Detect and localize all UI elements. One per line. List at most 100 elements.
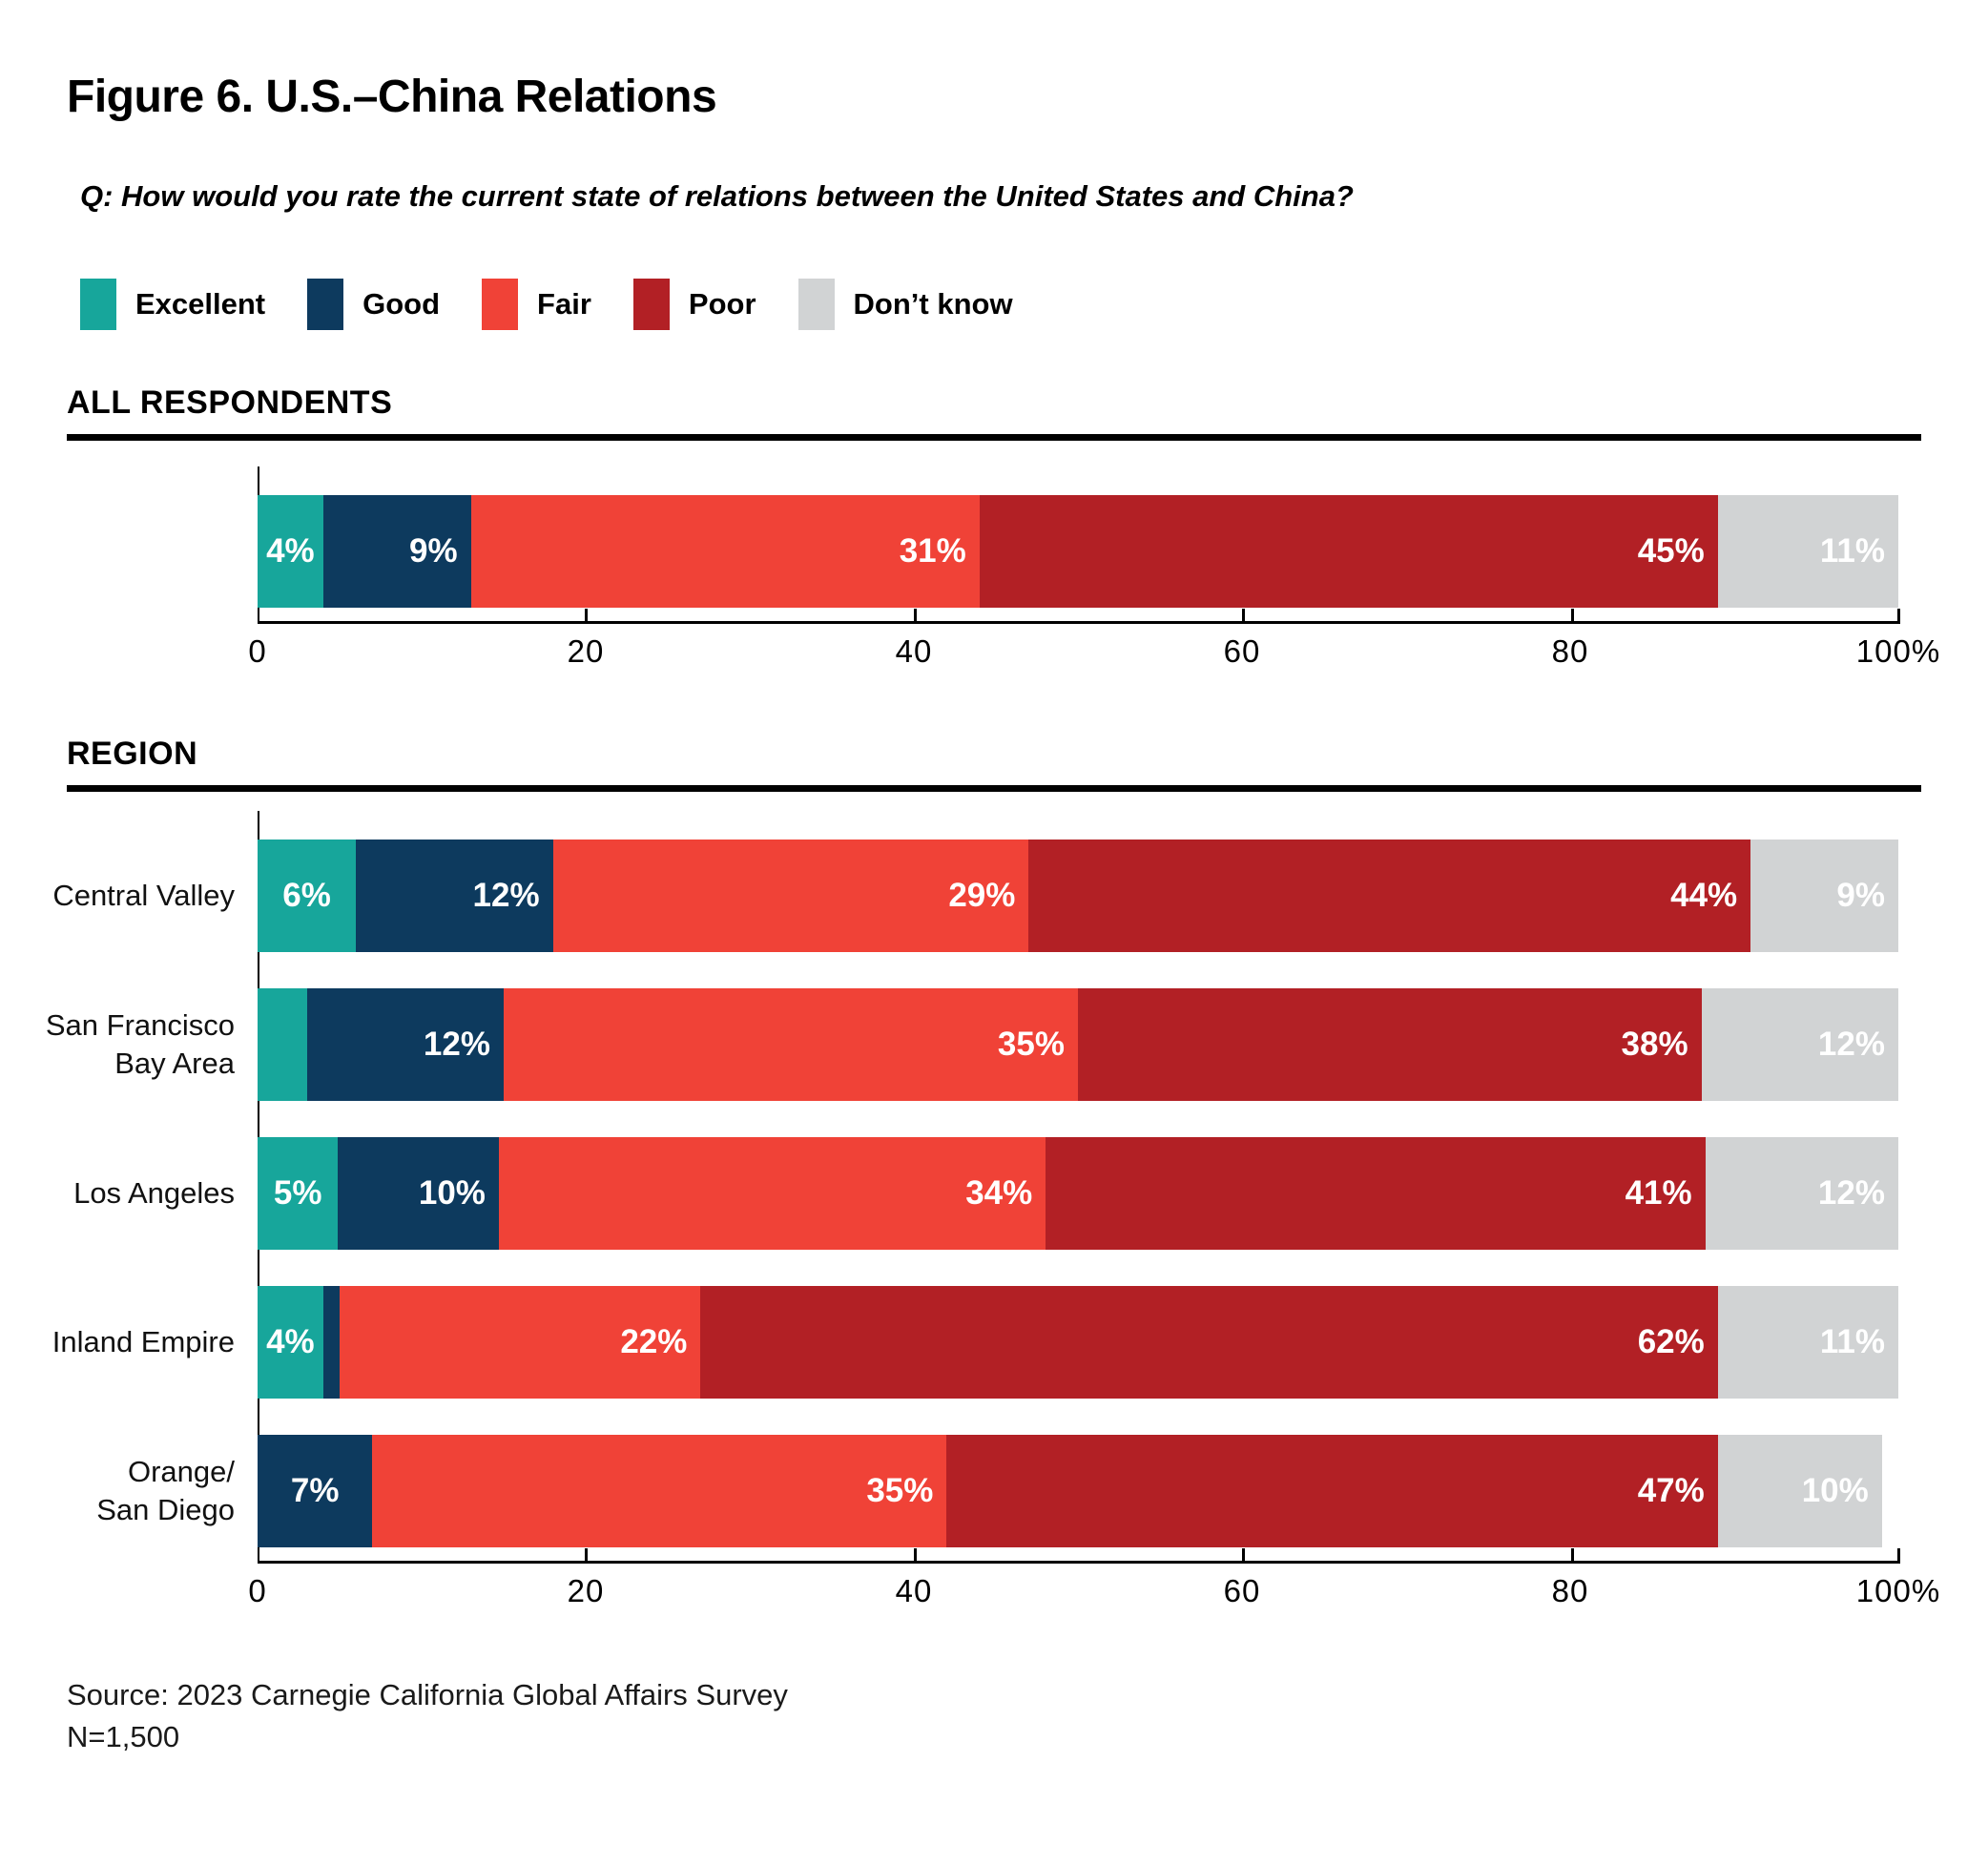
row-label: Orange/San Diego [96,1455,235,1527]
legend-label: Poor [688,287,756,321]
bar-segment-good [322,1286,340,1400]
x-axis-tick [913,609,917,625]
bar-row: Orange/San Diego 7% 35% 47% 10% [96,1435,1898,1548]
bar-value-label: 45% [1637,532,1705,570]
bar-segment-dont-know: 12% [1705,1137,1898,1251]
x-axis-tick [913,1548,917,1565]
bar-group-region: Central Valley 6% 12% 29% 44% 9% San Francisco… [46,840,1898,1548]
section-divider [67,785,1921,793]
bar-group-all-respondents: 4% 9% 31% 45% 11% [258,495,1898,609]
x-axis-tick [1242,609,1246,625]
bar-segment-good: 12% [306,988,504,1102]
x-axis-tick-labels: 0 20 40 60 80 100% [248,1573,1939,1611]
bar-value-label: 9% [1836,877,1885,915]
bar-value-label: 9% [409,532,458,570]
x-axis-tick-label: 100% [1855,1573,1941,1609]
bar-segment-fair: 29% [552,840,1029,953]
bar-segment-excellent [258,988,307,1102]
bar-segment-fair: 35% [372,1435,947,1548]
legend-item-poor: Poor [632,279,756,331]
bar-segment-fair: 35% [503,988,1078,1102]
bar-value-label: 12% [1817,1026,1885,1064]
x-axis-tick [1570,1548,1574,1565]
bar-segment-dont-know: 12% [1701,988,1898,1102]
x-axis-tick-label: 0 [248,633,267,670]
legend-item-excellent: Excellent [80,279,265,331]
bar-value-label: 35% [866,1472,934,1510]
bar-value-label: 41% [1625,1174,1692,1213]
bar-value-label: 11% [1819,532,1885,570]
row-label: Los Angeles [73,1176,235,1211]
x-axis-tick-label: 80 [1551,1573,1589,1609]
section-divider [67,434,1921,442]
bar-value-label: 4% [266,532,315,570]
bar-value-label: 7% [290,1472,340,1510]
legend-swatch-good [307,279,344,331]
bar-value-label: 5% [273,1174,322,1213]
legend-swatch-poor [632,279,670,331]
bar-value-label: 35% [997,1026,1065,1064]
x-axis-tick-label: 60 [1223,633,1261,670]
x-axis-tick-label: 60 [1223,1573,1261,1609]
x-axis-tick-label: 20 [567,1573,605,1609]
bar-value-label: 12% [1817,1174,1885,1213]
row-label: San Francisco Bay Area [45,1008,235,1081]
bar-value-label: 31% [899,532,966,570]
bar-value-label: 44% [1670,877,1738,915]
bar-segment-fair: 22% [339,1286,701,1400]
bar-value-label: 12% [423,1026,490,1064]
bar-segment-excellent: 4% [258,1286,323,1400]
bar-value-label: 12% [472,877,540,915]
bar-row: Los Angeles 5% 10% 34% 41% 12% [73,1137,1898,1251]
legend-swatch-dont-know [797,279,835,331]
legend-label: Don’t know [853,287,1013,321]
bar-value-label: 10% [1801,1472,1869,1510]
legend-swatch-fair [482,279,519,331]
bar-value-label: 4% [266,1323,315,1361]
x-axis-tick-label: 100% [1855,633,1941,670]
source-line: Source: 2023 Carnegie California Global … [67,1678,788,1712]
x-axis-tick-label: 40 [895,633,933,670]
bar-segment-good: 7% [258,1435,373,1548]
bar-row: 4% 9% 31% 45% 11% [258,495,1898,609]
bar-segment-excellent: 5% [258,1137,339,1251]
source-note: Source: 2023 Carnegie California Global … [67,1674,1921,1758]
x-axis-tick [1897,609,1900,625]
bar-segment-poor: 38% [1077,988,1702,1102]
legend-item-good: Good [307,279,441,331]
bar-value-label: 29% [948,877,1016,915]
bar-value-label: 11% [1819,1323,1885,1361]
sample-size: N=1,500 [67,1720,180,1754]
x-axis-tick [585,609,589,625]
x-axis-tick-label: 80 [1551,633,1589,670]
legend-item-fair: Fair [482,279,591,331]
bar-row: San Francisco Bay Area 12% 35% 38% 12% [46,988,1898,1102]
chart-legend: Excellent Good Fair Poor Don’t know [67,279,1921,331]
bar-value-label: 47% [1637,1472,1705,1510]
bar-value-label: 34% [965,1174,1033,1213]
bar-segment-good: 9% [322,495,471,609]
bar-segment-fair: 34% [498,1137,1046,1251]
bar-segment-poor: 47% [946,1435,1718,1548]
bar-segment-poor: 62% [700,1286,1718,1400]
section-header-all-respondents: ALL RESPONDENTS [67,384,393,422]
bar-segment-dont-know: 9% [1750,840,1898,953]
bar-row: Inland Empire 4% 22% 62% 11% [52,1286,1898,1400]
x-axis-tick-label: 40 [895,1573,933,1609]
chart-all-respondents: 4% 9% 31% 45% 11% 0 20 40 60 80 100% [248,466,1939,672]
bar-segment-poor: 41% [1046,1137,1706,1251]
bar-segment-poor: 45% [979,495,1718,609]
figure-title: Figure 6. U.S.–China Relations [67,72,717,122]
legend-label: Good [362,287,441,321]
row-label: Central Valley [52,879,235,913]
legend-item-dont-know: Don’t know [797,279,1013,331]
x-axis-tick [1570,609,1574,625]
legend-swatch-excellent [80,279,116,331]
x-axis-tick-labels: 0 20 40 60 80 100% [248,633,1939,672]
legend-label: Fair [537,287,591,321]
bar-value-label: 6% [282,877,331,915]
x-axis-tick-label: 0 [248,1573,267,1609]
bar-segment-dont-know: 10% [1717,1435,1882,1548]
bar-value-label: 62% [1637,1323,1705,1361]
x-axis [258,1548,1900,1565]
